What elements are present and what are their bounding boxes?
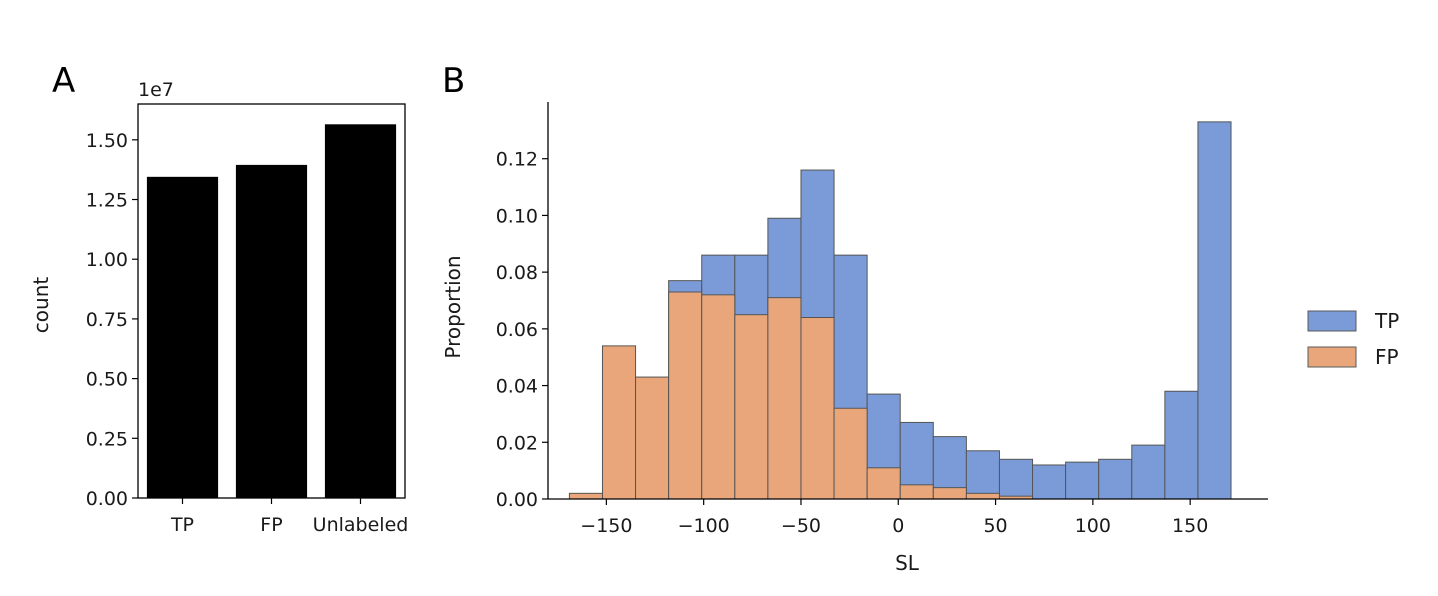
y-tick-label: 0.50 bbox=[86, 369, 128, 391]
bar-fp bbox=[235, 164, 308, 498]
hist-bar-tp bbox=[1065, 461, 1100, 500]
plot-frame bbox=[137, 103, 406, 499]
x-tick-label: TP bbox=[170, 514, 194, 536]
y-tick-label: 0.12 bbox=[496, 149, 538, 171]
x-axis-label-sl: SL bbox=[895, 551, 920, 575]
hist-bar-fp bbox=[767, 297, 802, 500]
panel-a-bar-chart: 1e7 count 0.00 0.25 0.50 0.75 1.00 1.25 1.50 T… bbox=[29, 79, 408, 536]
hist-bar-tp bbox=[1164, 390, 1199, 500]
hist-bar-fp bbox=[601, 345, 637, 500]
offset-text: 1e7 bbox=[138, 79, 174, 101]
y-axis-label-count: count bbox=[29, 277, 53, 334]
hist-bar-fp bbox=[932, 487, 967, 500]
hist-bar-tp bbox=[1197, 121, 1232, 500]
hist-bar-fp bbox=[965, 492, 1000, 500]
hist-bar-fp bbox=[800, 317, 835, 500]
panel-b-histogram: 0.00 0.02 0.04 0.06 0.08 0.10 0.12 −150 −100 −50… bbox=[441, 102, 1399, 575]
x-tick-label: 50 bbox=[983, 515, 1007, 537]
y-tick-label: 0.08 bbox=[496, 262, 538, 284]
hist-bar-fp bbox=[635, 376, 670, 500]
hist-bar-tp bbox=[1098, 458, 1133, 500]
y-tick-label: 0.06 bbox=[496, 319, 538, 341]
x-tick-label: −100 bbox=[678, 515, 730, 537]
hist-bar-fp bbox=[899, 484, 934, 500]
legend-label-fp: FP bbox=[1375, 345, 1399, 369]
panel-a-letter: A bbox=[52, 61, 75, 101]
hist-bar-fp bbox=[833, 407, 868, 500]
legend-label-tp: TP bbox=[1374, 309, 1399, 333]
x-tick-label: Unlabeled bbox=[313, 514, 409, 536]
y-tick-label: 1.50 bbox=[86, 130, 128, 152]
y-tick-label: 0.00 bbox=[86, 488, 128, 510]
hist-bar-tp bbox=[1131, 444, 1166, 500]
legend: TP FP bbox=[1307, 309, 1399, 369]
bar-tp bbox=[146, 176, 219, 498]
x-tick-label: 100 bbox=[1075, 515, 1111, 537]
hist-bar-fp bbox=[701, 294, 736, 500]
legend-swatch-fp bbox=[1307, 346, 1357, 368]
y-tick-label: 0.25 bbox=[86, 428, 128, 450]
bar-unlabeled bbox=[324, 124, 397, 498]
legend-swatch-tp bbox=[1307, 310, 1357, 332]
x-tick-label: −50 bbox=[781, 515, 821, 537]
x-tick-label: FP bbox=[260, 514, 282, 536]
x-tick-label: 0 bbox=[892, 515, 904, 537]
x-tick-label: 150 bbox=[1172, 515, 1208, 537]
hist-bar-tp bbox=[998, 458, 1034, 500]
y-tick-label: 0.10 bbox=[496, 205, 538, 227]
hist-bar-tp bbox=[1032, 464, 1067, 500]
y-tick-label: 1.25 bbox=[86, 190, 128, 212]
panel-b-letter: B bbox=[442, 61, 465, 101]
x-tick-label: −150 bbox=[580, 515, 632, 537]
y-tick-label: 0.75 bbox=[86, 309, 128, 331]
hist-bar-fp bbox=[866, 467, 901, 500]
y-tick-label: 0.00 bbox=[496, 489, 538, 511]
hist-bar-fp bbox=[734, 314, 769, 500]
y-axis-label-proportion: Proportion bbox=[441, 255, 465, 358]
hist-bar-fp bbox=[568, 492, 603, 500]
y-tick-label: 0.04 bbox=[496, 376, 538, 398]
hist-bar-tp bbox=[965, 450, 1000, 500]
hist-bar-fp bbox=[668, 291, 703, 500]
y-tick-label: 0.02 bbox=[496, 432, 538, 454]
y-tick-label: 1.00 bbox=[86, 249, 128, 271]
